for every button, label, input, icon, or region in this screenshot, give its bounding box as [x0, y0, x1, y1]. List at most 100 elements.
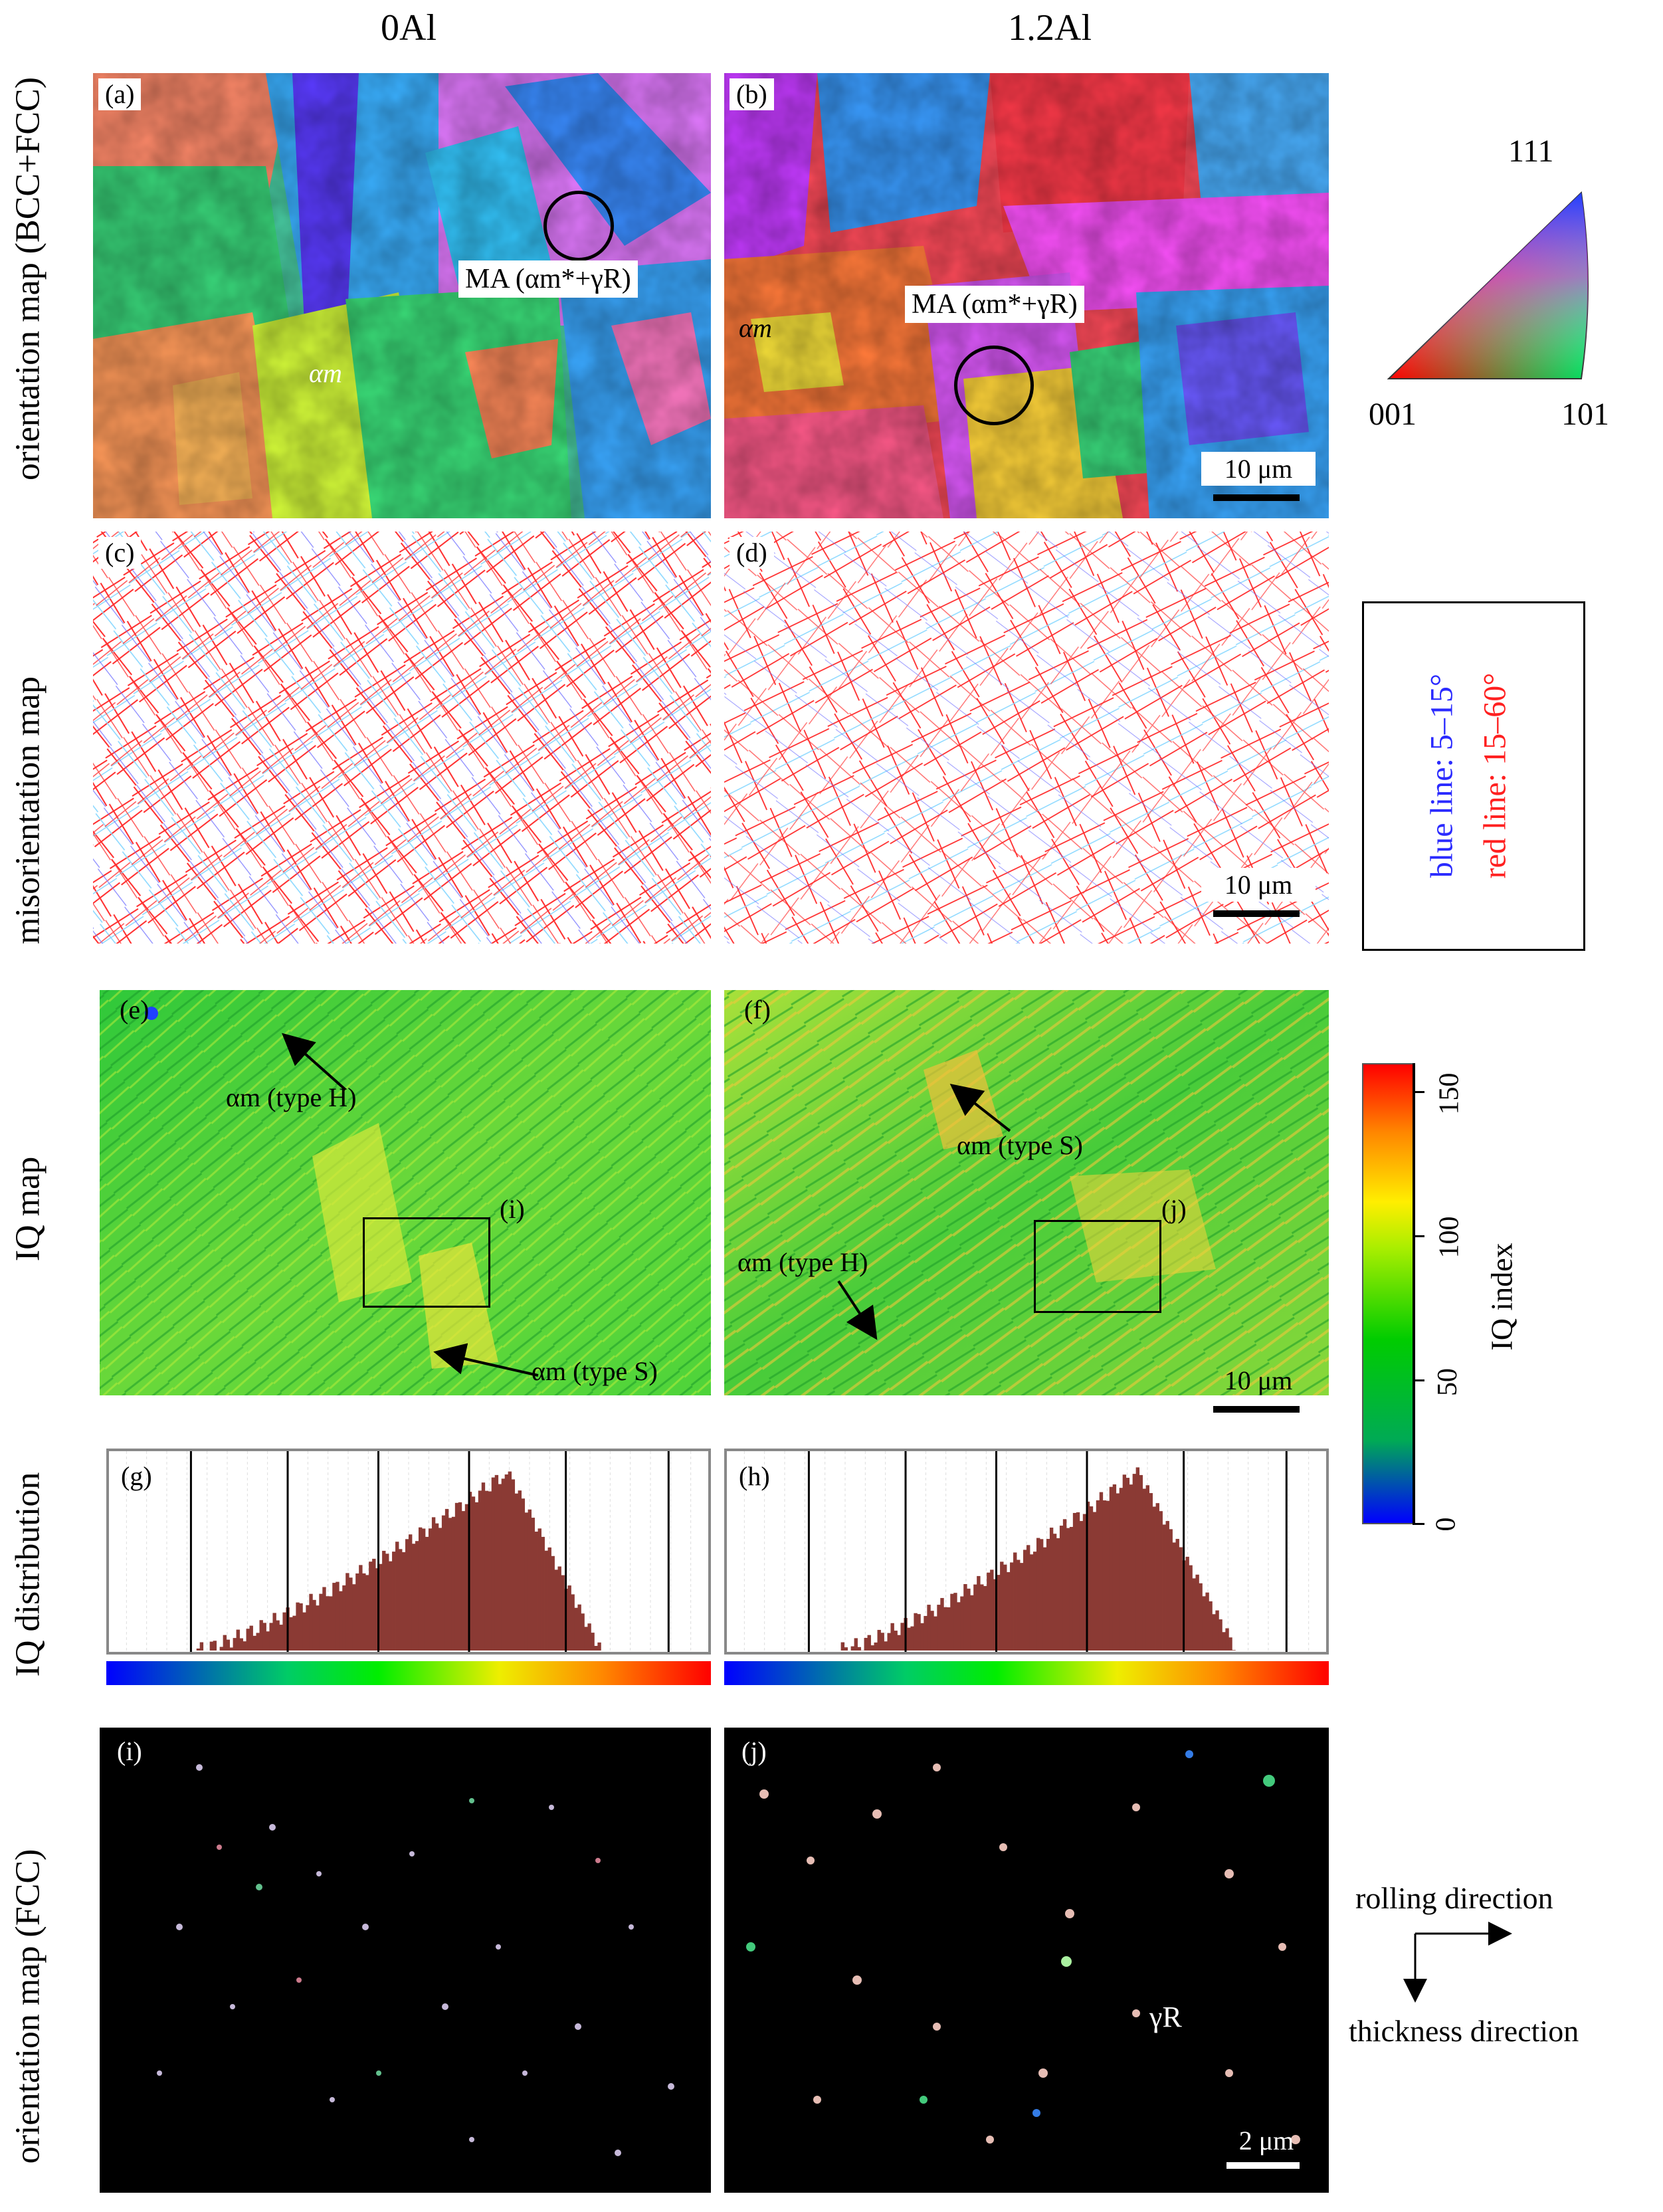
hist-g-bar: [478, 1490, 482, 1651]
hist-g-bar: [299, 1603, 303, 1651]
hist-h-bar: [1032, 1552, 1037, 1651]
hist-h-bar: [1212, 1614, 1216, 1651]
hist-h-bar: [927, 1605, 931, 1651]
hist-g-bar: [541, 1536, 545, 1651]
hist-h-bar: [947, 1607, 951, 1651]
scale-bar-row5: [1226, 2162, 1300, 2169]
hist-g-bar: [567, 1585, 571, 1651]
hist-g-bar: [336, 1581, 340, 1651]
hist-g-bar: [488, 1491, 492, 1651]
hist-g-bar: [229, 1647, 233, 1651]
hist-g-bar: [369, 1561, 373, 1651]
hist-h-bar: [1096, 1500, 1100, 1651]
colorbar-g: [106, 1661, 711, 1685]
hist-h-bar: [1145, 1485, 1149, 1651]
hist-h-bar: [1039, 1539, 1044, 1651]
hist-g-bar: [514, 1493, 519, 1651]
hist-h-bar: [890, 1623, 894, 1651]
hist-h-bar: [1185, 1556, 1189, 1651]
hist-g-bar: [458, 1502, 462, 1651]
hist-h-bar: [1169, 1529, 1173, 1651]
hist-h-bar: [957, 1602, 961, 1651]
hist-h-bar: [850, 1646, 854, 1651]
hist-g-bar: [213, 1641, 217, 1651]
hist-g-bar: [375, 1568, 379, 1651]
panel-label-h: (h): [739, 1461, 770, 1491]
hist-g-bar: [501, 1478, 506, 1651]
hist-h-bar: [1000, 1561, 1004, 1651]
hist-g-bar: [372, 1558, 376, 1651]
hist-g-bar: [531, 1518, 535, 1651]
hist-g-bar: [498, 1484, 502, 1651]
hist-g-bar: [538, 1528, 541, 1651]
f-type-s-label: αm (type S): [957, 1130, 1083, 1160]
hist-g-bar: [571, 1594, 575, 1651]
hist-g-bar: [451, 1516, 456, 1651]
hist-g-bar: [441, 1515, 446, 1651]
box-f-label-j: (j): [1161, 1194, 1187, 1224]
gamma-r-label: γR: [1149, 2001, 1182, 2033]
iq-colorbar: [1362, 1063, 1414, 1524]
hist-g-bar: [332, 1583, 336, 1651]
hist-h-bar: [1106, 1500, 1110, 1651]
hist-h-bar: [1066, 1528, 1070, 1651]
hist-h-bar: [1020, 1563, 1024, 1651]
hist-h-bar: [874, 1642, 878, 1651]
hist-h-bar: [1209, 1601, 1213, 1651]
hist-g-bar: [577, 1604, 581, 1651]
hist-g-bar: [279, 1625, 283, 1651]
iq-tick-50: [1413, 1379, 1424, 1381]
hist-h-bar: [910, 1626, 914, 1651]
hist-h-bar: [914, 1613, 918, 1651]
hist-g-bar: [322, 1587, 326, 1651]
hist-g-bar: [302, 1612, 306, 1651]
hist-h-bar: [1135, 1467, 1140, 1651]
colorbar-h: [724, 1661, 1329, 1685]
panel-g-iq-distribution: [106, 1449, 711, 1655]
column-title-1-2al: 1.2Al: [1008, 7, 1092, 49]
hist-h-bar: [1072, 1512, 1077, 1651]
panel-label-g: (g): [121, 1461, 152, 1491]
hist-g-bar: [534, 1532, 538, 1651]
iq-tick-100: [1413, 1235, 1424, 1237]
hist-h-bar: [1155, 1503, 1159, 1651]
hist-h-bar: [1089, 1506, 1094, 1651]
panel-f-iq-map: [724, 990, 1329, 1395]
hist-g-bar: [282, 1612, 286, 1651]
hist-h-bar: [953, 1593, 957, 1651]
hist-g-bar: [266, 1631, 270, 1651]
hist-g-bar: [508, 1471, 512, 1651]
hist-g-bar: [547, 1547, 551, 1651]
hist-g-bar: [574, 1607, 578, 1651]
hist-h-bar: [1049, 1528, 1054, 1651]
iq-tick-label-100: 100: [1434, 1216, 1465, 1258]
hist-h-bar: [997, 1575, 1001, 1651]
hist-h-bar: [977, 1575, 981, 1651]
hist-g-bar: [233, 1638, 237, 1651]
hist-h-bar: [963, 1584, 967, 1651]
hist-h-bar: [1219, 1619, 1223, 1651]
hist-g-bar: [209, 1641, 214, 1651]
hist-g-bar: [435, 1523, 439, 1651]
hist-g-bar: [484, 1490, 489, 1651]
panel-label-b: (b): [730, 78, 774, 110]
hist-h-bar: [1152, 1506, 1156, 1651]
iq-colorbar-title: IQ index: [1484, 1243, 1519, 1351]
hist-g-bar: [316, 1605, 320, 1651]
hist-g-bar: [319, 1593, 323, 1651]
hist-g-bar: [259, 1620, 263, 1651]
hist-g-bar: [326, 1596, 330, 1651]
hist-h-bar: [973, 1584, 977, 1651]
ipf-triangle-legend: [1382, 186, 1608, 385]
hist-h-bar: [1215, 1610, 1219, 1651]
hist-g-bar: [415, 1541, 419, 1651]
hist-h-bar: [840, 1642, 845, 1651]
hist-g-bar: [581, 1613, 585, 1651]
ma-annotation-b: MA (αm*+γR): [905, 286, 1084, 323]
hist-g-bar: [511, 1479, 516, 1651]
hist-h-bar: [864, 1637, 868, 1651]
hist-h-bar: [1079, 1521, 1084, 1651]
hist-g-bar: [481, 1482, 486, 1651]
hist-h-bar: [937, 1605, 941, 1651]
hist-g-bar: [249, 1625, 253, 1651]
